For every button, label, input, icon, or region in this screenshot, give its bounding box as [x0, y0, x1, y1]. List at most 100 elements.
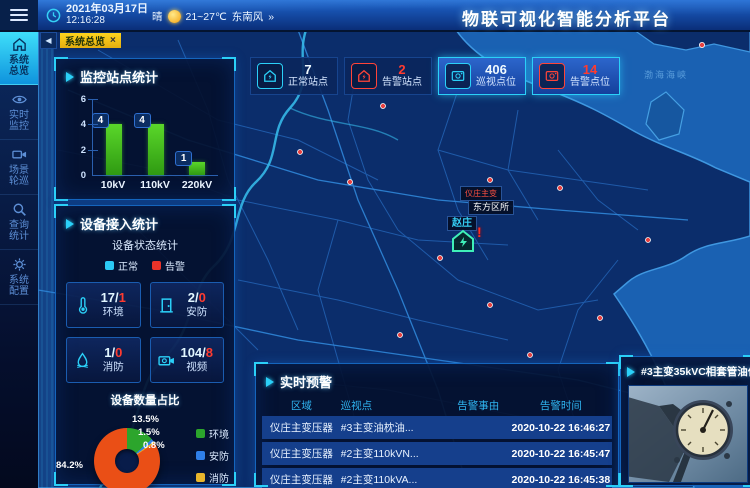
map-label-station[interactable]: 赵庄 [447, 216, 477, 231]
x-axis-label: 110kV [140, 179, 170, 191]
x-axis-label: 10kV [100, 179, 126, 191]
clock-icon [46, 8, 61, 22]
stat-value: 14 [582, 62, 598, 77]
pie-percent-label: 0.8% [143, 440, 165, 451]
legend-label: 正常 [118, 262, 138, 273]
count-divider: / [115, 290, 119, 305]
map-label-office[interactable]: 东方区所 [468, 200, 515, 215]
weather-widget[interactable]: 晴 21~27℃ 东南风 » [152, 9, 274, 24]
camera-snapshot-image[interactable] [628, 385, 748, 483]
alert-column-header: 区域 [290, 400, 312, 412]
alarm-count: 1 [118, 290, 126, 305]
video-icon [11, 147, 27, 162]
alert-row-2[interactable]: 仪庄主变压器 #2主变110kVA... 2020-10-22 16:45:38 [262, 468, 612, 488]
gauge-photo [629, 386, 747, 482]
bar-value-badge: 4 [133, 113, 151, 129]
alarm-count: 0 [115, 345, 123, 360]
sidebar-item-label: 系统配置 [9, 275, 29, 297]
legend-label: 安防 [209, 452, 229, 463]
stat-tile-2[interactable]: 406 巡视点位 [438, 57, 526, 95]
alert-table-header: 区域 巡视点 告警事由 告警时间 [262, 398, 612, 413]
tab-bar: ◀ 系统总览 × [40, 32, 121, 49]
alert-cell: 2020-10-22 16:45:38 [511, 473, 611, 486]
sidebar-item-label: 系统总览 [9, 55, 29, 77]
device-card-0[interactable]: 17/1 环境 [66, 282, 141, 328]
device-type-label: 安防 [186, 306, 208, 318]
alarm-station-marker[interactable] [450, 228, 476, 259]
hamburger-menu-button[interactable] [0, 0, 38, 30]
device-card-3[interactable]: 104/8 视频 [149, 337, 224, 383]
panel-title: 监控站点统计 [80, 70, 159, 85]
sidebar-item-label: 场景轮巡 [9, 165, 29, 187]
station-icon [263, 69, 277, 83]
tab-close-icon[interactable]: × [110, 35, 116, 46]
stat-value: 406 [485, 62, 507, 77]
droplet-icon [74, 351, 91, 369]
alarm-exclamation-icon[interactable]: ! [477, 224, 482, 240]
alert-cell: 仪庄主变压器 [269, 448, 333, 460]
pie-legend-item: 安防 [196, 448, 229, 463]
sidebar-item-2[interactable]: 场景轮巡 [0, 140, 38, 195]
station-stats-bar: 7 正常站点 2 告警站点 406 巡视点位 14 告警点位 [250, 57, 620, 95]
stat-tile-3[interactable]: 14 告警点位 [532, 57, 620, 95]
pie-legend-item: 环境 [196, 426, 229, 441]
legend-swatch [196, 451, 205, 460]
bar-value-badge: 4 [91, 113, 109, 129]
donut-hole [115, 449, 139, 473]
tab-scroll-left-button[interactable]: ◀ [40, 32, 57, 49]
bar [105, 124, 122, 175]
pie-percent-label: 13.5% [132, 414, 159, 425]
station-icon [357, 69, 371, 83]
city-dot [699, 41, 706, 48]
camera-icon [157, 352, 175, 369]
device-card-2[interactable]: 1/0 消防 [66, 337, 141, 383]
bar-column-110kV[interactable]: 4 [133, 99, 177, 175]
device-card-1[interactable]: 2/0 安防 [149, 282, 224, 328]
bar [147, 124, 164, 175]
sun-icon [167, 10, 181, 23]
device-type-label: 环境 [102, 306, 124, 318]
alarm-count: 0 [198, 290, 206, 305]
app-header: 2021年03月17日 12:16:28 晴 21~27℃ 东南风 » 物联可视… [0, 0, 750, 32]
weather-more-icon: » [268, 10, 275, 23]
pie-percent-label: 1.5% [138, 427, 160, 438]
normal-count: 104 [180, 345, 203, 360]
normal-count: 1 [104, 345, 112, 360]
pie-percent-label: 84.2% [56, 460, 83, 471]
sidebar-item-3[interactable]: 查询统计 [0, 195, 38, 250]
alert-cell: 仪庄主变压器 [269, 422, 333, 434]
station-icon-box [257, 63, 283, 89]
bar-column-10kV[interactable]: 4 [91, 99, 135, 175]
tab-system-overview[interactable]: 系统总览 × [60, 33, 121, 48]
patrol-icon-box [539, 63, 565, 89]
home-icon [12, 37, 27, 52]
bar-column-220kV[interactable]: 1 [175, 99, 218, 175]
sidebar-item-4[interactable]: 系统配置 [0, 250, 38, 305]
page-title: 物联可视化智能分析平台 [462, 10, 671, 29]
alert-row-1[interactable]: 仪庄主变压器 #2主变110kVN... 2020-10-22 16:45:47 [262, 442, 612, 465]
sidebar-item-1[interactable]: 实时监控 [0, 85, 38, 140]
normal-count: 2 [187, 290, 195, 305]
alert-cell: 仪庄主变压器 [269, 474, 333, 486]
weather-temp: 21~27℃ [185, 10, 227, 23]
normal-count: 17 [100, 290, 116, 305]
alert-row-0[interactable]: 仪庄主变压器 #3主变油枕油... 2020-10-22 16:46:27 [262, 416, 612, 439]
bar [189, 162, 206, 175]
sidebar-item-label: 实时监控 [9, 110, 29, 132]
y-axis-tick: 2 [80, 144, 86, 156]
stat-tile-0[interactable]: 7 正常站点 [250, 57, 338, 95]
map-label-alarm[interactable]: 仪庄主变 [460, 186, 502, 201]
gear-icon [12, 257, 27, 272]
device-pie-chart: 环境安防消防视频 13.5%1.5%0.8%84.2% [56, 412, 234, 488]
alert-cell: 2020-10-22 16:45:47 [511, 447, 611, 460]
island-outline [645, 91, 685, 141]
weather-wind: 东南风 [231, 11, 264, 23]
alert-column-header: 告警时间 [539, 400, 582, 412]
status-legend-item: 正常 [105, 258, 138, 273]
bar-category-labels: 10kV 110kV 220kV [92, 179, 218, 191]
stat-tile-1[interactable]: 2 告警站点 [344, 57, 432, 95]
house-marker-icon [452, 229, 474, 252]
sidebar-item-0[interactable]: 系统总览 [0, 30, 38, 85]
